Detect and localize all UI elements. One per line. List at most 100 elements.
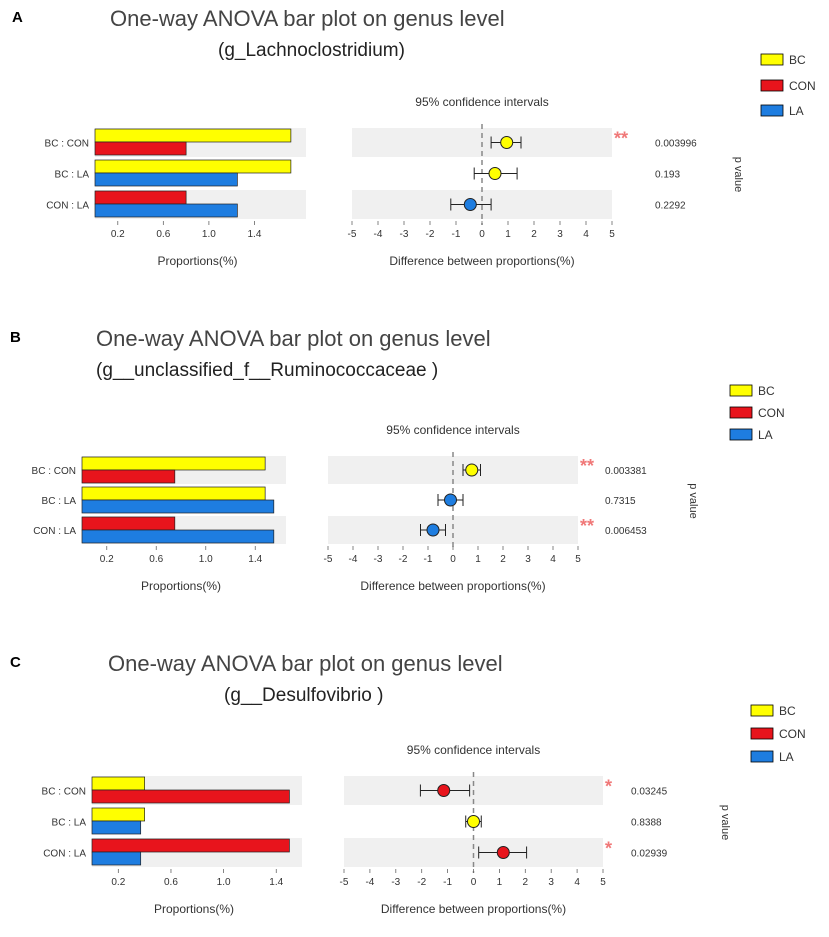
legend-label-con: CON (789, 79, 816, 93)
ci-x-axis-label: Difference between proportions(%) (381, 902, 566, 916)
ci-tick-label: -3 (400, 229, 409, 240)
panel-letter: B (10, 329, 21, 346)
bar-la (81, 529, 275, 544)
bar-la (94, 172, 238, 187)
row-label: BC : LA (52, 818, 87, 829)
legend-label-bc: BC (779, 704, 796, 718)
significance-marker: ** (614, 129, 628, 149)
p-value: 0.2292 (655, 201, 686, 212)
ci-tick-label: -1 (443, 877, 452, 888)
ci-tick-label: -1 (452, 229, 461, 240)
ci-point (500, 136, 514, 149)
chart-subtitle: (g__unclassified_f__Ruminococcaceae ) (96, 360, 438, 381)
ci-tick-label: 0 (471, 877, 477, 888)
bar-con (91, 789, 290, 804)
row-label: BC : CON (42, 787, 86, 798)
legend-swatch-bc (729, 384, 753, 397)
ci-tick-label: -3 (374, 554, 383, 565)
ci-tick-label: 5 (575, 554, 581, 565)
legend-swatch-con (760, 79, 784, 92)
chart-title: One-way ANOVA bar plot on genus level (108, 651, 503, 676)
bar-tick-label: 1.4 (269, 877, 283, 888)
ci-tick-label: -4 (349, 554, 358, 565)
row-label: BC : CON (45, 139, 89, 150)
legend-swatch-con (750, 727, 774, 740)
ci-tick-label: 4 (550, 554, 556, 565)
ci-tick-label: 0 (450, 554, 456, 565)
chart-title: One-way ANOVA bar plot on genus level (110, 6, 505, 31)
legend-swatch-con (729, 406, 753, 419)
legend-swatch-la (760, 104, 784, 117)
p-value-axis-title: p value (687, 483, 699, 518)
legend-label-la: LA (779, 750, 794, 764)
ci-tick-label: -5 (348, 229, 357, 240)
bar-con (81, 516, 176, 531)
panel-a: A One-way ANOVA bar plot on genus level (g… (12, 6, 816, 268)
significance-marker: * (605, 839, 612, 859)
row-label: CON : LA (33, 526, 76, 537)
ci-point (465, 463, 479, 477)
chart-subtitle: (g_Lachnoclostridium) (218, 40, 405, 61)
bar-la (91, 851, 142, 866)
legend-label-bc: BC (789, 53, 806, 67)
bar-bc (94, 159, 292, 174)
legend-label-con: CON (779, 727, 806, 741)
row-label: CON : LA (46, 201, 89, 212)
panel-c: C One-way ANOVA bar plot on genus level (g… (10, 651, 806, 916)
bar-tick-label: 0.6 (164, 877, 178, 888)
legend-label-bc: BC (758, 384, 775, 398)
legend-swatch-la (729, 428, 753, 441)
ci-tick-label: -2 (417, 877, 426, 888)
panel-letter: C (10, 654, 21, 671)
bar-tick-label: 1.4 (248, 554, 262, 565)
ci-tick-label: 2 (531, 229, 537, 240)
bar-tick-label: 1.4 (247, 229, 261, 240)
ci-tick-label: -4 (374, 229, 383, 240)
p-value: 0.8388 (631, 818, 662, 829)
p-value: 0.193 (655, 170, 680, 181)
legend-swatch-bc (750, 704, 774, 717)
ci-tick-label: 1 (497, 877, 503, 888)
panel-letter: A (12, 9, 23, 26)
ci-point (437, 784, 451, 797)
bar-tick-label: 0.2 (111, 877, 125, 888)
ci-tick-label: 0 (479, 229, 485, 240)
bar-bc (94, 128, 292, 143)
bar-la (94, 203, 238, 218)
ci-point (444, 493, 457, 507)
p-value: 0.03245 (631, 787, 668, 798)
ci-point (488, 167, 502, 180)
bar-la (81, 499, 275, 514)
ci-point (463, 198, 477, 211)
p-value: 0.02939 (631, 849, 668, 860)
bar-la (91, 820, 142, 835)
chart-subtitle: (g__Desulfovibrio ) (224, 685, 383, 706)
ci-tick-label: -2 (426, 229, 435, 240)
bar-con (94, 190, 187, 205)
ci-tick-label: 2 (523, 877, 529, 888)
bar-x-axis-label: Proportions(%) (141, 579, 221, 593)
legend-label-la: LA (789, 104, 804, 118)
panel-b: B One-way ANOVA bar plot on genus level (g… (10, 326, 785, 593)
p-value-axis-title: p value (732, 157, 744, 192)
ci-tick-label: -5 (340, 877, 349, 888)
ci-tick-label: -4 (365, 877, 374, 888)
ci-title: 95% confidence intervals (386, 423, 519, 437)
ci-tick-label: 3 (525, 554, 531, 565)
ci-tick-label: 4 (574, 877, 580, 888)
bar-x-axis-label: Proportions(%) (157, 254, 237, 268)
bar-tick-label: 0.2 (100, 554, 114, 565)
chart-title: One-way ANOVA bar plot on genus level (96, 326, 491, 351)
ci-x-axis-label: Difference between proportions(%) (360, 579, 545, 593)
bar-tick-label: 1.0 (202, 229, 216, 240)
ci-title: 95% confidence intervals (407, 743, 540, 757)
bar-bc (81, 456, 266, 471)
legend-label-con: CON (758, 406, 785, 420)
bar-con (81, 469, 176, 484)
ci-point (496, 846, 510, 859)
significance-marker: * (605, 777, 612, 797)
ci-tick-label: 5 (609, 229, 615, 240)
ci-x-axis-label: Difference between proportions(%) (389, 254, 574, 268)
row-label: BC : CON (32, 466, 76, 477)
row-label: BC : LA (42, 496, 77, 507)
